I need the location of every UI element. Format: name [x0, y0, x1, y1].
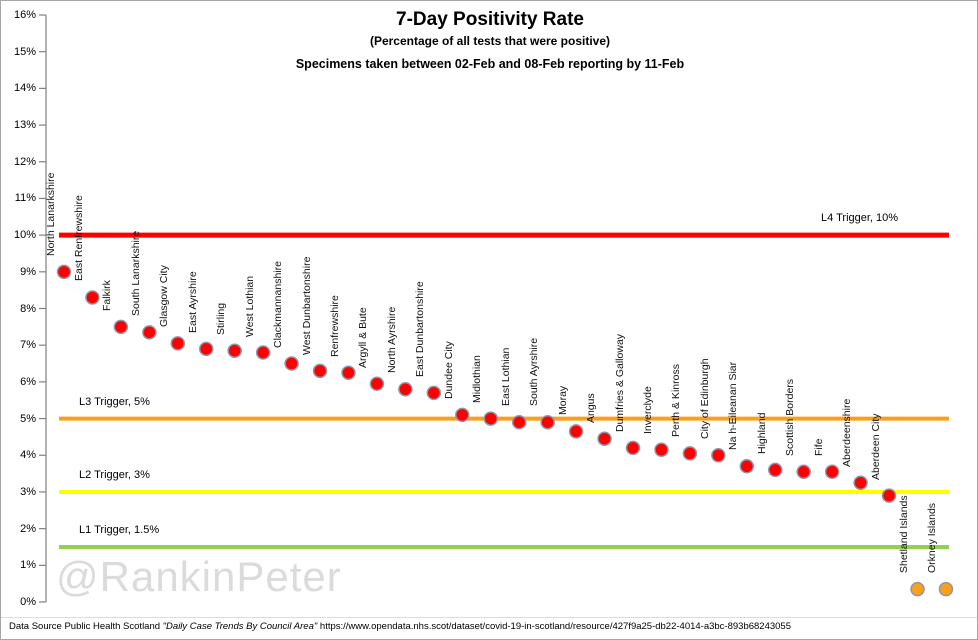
data-point — [796, 464, 811, 480]
data-point — [711, 448, 726, 463]
data-point — [284, 356, 299, 371]
data-point — [853, 475, 868, 491]
data-point — [625, 440, 641, 456]
data-point — [597, 431, 612, 446]
data-point — [113, 319, 129, 335]
data-point — [910, 581, 925, 597]
watermark: @RankinPeter — [56, 553, 342, 600]
data-point — [824, 464, 840, 480]
data-point — [483, 411, 498, 426]
data-point — [511, 414, 527, 430]
data-point — [170, 336, 186, 351]
data-point — [540, 414, 555, 430]
footer-text-prefix: Data Source Public Health Scotland — [9, 621, 163, 632]
data-point — [341, 365, 356, 380]
data-point — [881, 488, 897, 503]
data-point — [56, 264, 72, 280]
data-point — [455, 407, 470, 423]
chart-period-note: Specimens taken between 02-Feb and 08-Fe… — [295, 57, 685, 71]
data-point — [768, 462, 783, 478]
data-point — [85, 290, 100, 305]
data-point — [398, 381, 413, 397]
data-point — [227, 343, 242, 358]
footer-url: https://www.opendata.nhs.scot/dataset/co… — [317, 621, 791, 632]
chart-title: 7-Day Positivity Rate — [396, 9, 584, 30]
data-point — [369, 376, 385, 391]
data-point — [682, 446, 698, 461]
footer-divider — [1, 617, 977, 618]
data-point — [568, 424, 584, 439]
data-point — [312, 363, 328, 379]
footer-source-title: "Daily Case Trends By Council Area" — [162, 621, 318, 632]
data-source-footer: Data Source Public Health Scotland "Dail… — [9, 621, 973, 632]
data-point — [142, 325, 157, 340]
data-point — [654, 442, 669, 457]
data-point — [938, 581, 954, 597]
data-point — [426, 385, 442, 401]
chart-subtitle: (Percentage of all tests that were posit… — [369, 34, 611, 48]
data-point — [739, 459, 755, 474]
data-point — [255, 345, 271, 360]
data-point — [199, 341, 214, 357]
chart-header: 7-Day Positivity Rate (Percentage of all… — [1, 1, 977, 71]
